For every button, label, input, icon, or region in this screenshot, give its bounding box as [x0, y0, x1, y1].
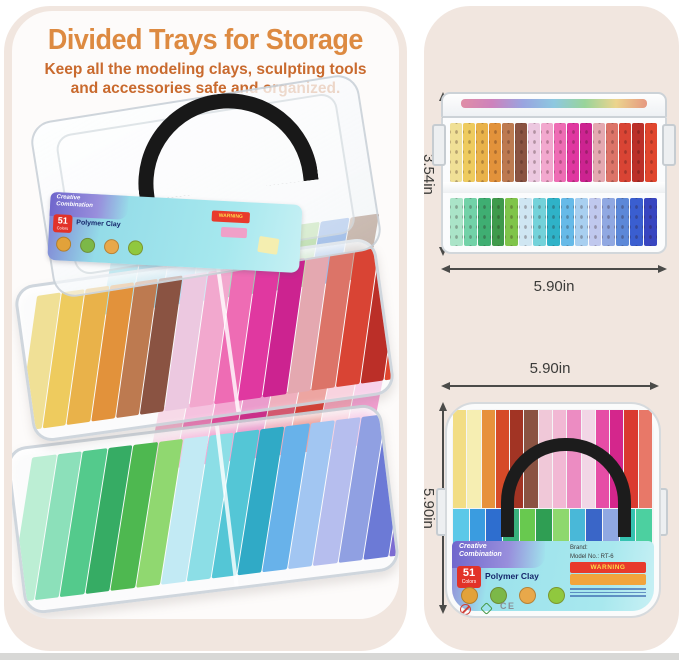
- clay-bar: [491, 198, 505, 246]
- prohibition-icon: [460, 604, 471, 615]
- clay-bar: [533, 198, 547, 246]
- color-count-badge: 51 Colors: [52, 214, 73, 234]
- side-width-label: 5.90in: [533, 278, 575, 295]
- main-photo-card: Divided Trays for Storage Keep all the m…: [12, 11, 399, 619]
- top-view-box: Creative Combination 51 Colors Polymer C…: [445, 402, 661, 618]
- color-chip-yellow: [257, 235, 280, 255]
- fine-print-lines: [570, 588, 646, 599]
- brand-wedge: Creative Combination: [452, 541, 545, 568]
- clay-bar: [560, 198, 574, 246]
- clay-bar: [489, 123, 501, 182]
- clay-bar: [580, 123, 592, 182]
- dimension-arrow-horizontal: [441, 264, 667, 274]
- clay-bar: [519, 198, 533, 246]
- clay-bar: [632, 123, 644, 182]
- color-chip-pink: [220, 226, 248, 239]
- warning-badge: WARNING: [211, 210, 251, 224]
- top-height-label: 5.90in: [420, 487, 437, 529]
- crocodile-icon: [490, 587, 507, 604]
- clay-bar: [616, 198, 630, 246]
- clay-bar: [645, 123, 657, 182]
- crocodile-icon: [79, 237, 96, 254]
- clay-bar: [644, 198, 657, 246]
- tray-rim: [441, 182, 667, 193]
- color-count-unit: Colors: [461, 579, 477, 585]
- brand-field: Brand:: [570, 545, 588, 551]
- top-width-dimension: 5.90in: [441, 360, 659, 391]
- clay-bar: [450, 198, 463, 246]
- color-count: 51: [462, 567, 476, 579]
- animal-cartoons: [55, 236, 144, 256]
- clay-bar: [619, 123, 631, 182]
- clay-bar: [528, 123, 540, 182]
- clay-bar: [588, 198, 602, 246]
- latch-right: [662, 124, 676, 166]
- clay-bar: [515, 123, 527, 182]
- bottom-edge-strip: [0, 653, 679, 660]
- clay-bar: [469, 509, 486, 545]
- clay-bar: [477, 198, 491, 246]
- clay-bar: [602, 198, 616, 246]
- label-through-lid: [461, 99, 647, 108]
- clay-bar: [481, 410, 495, 508]
- page-title: Divided Trays for Storage: [47, 24, 364, 56]
- clay-bar: [630, 198, 644, 246]
- lid-product-label: Creative Combination 51 Colors Polymer C…: [47, 191, 303, 273]
- clay-bar: [541, 123, 553, 182]
- color-count-unit: Colors: [56, 225, 69, 231]
- clay-row-cool: [450, 198, 658, 246]
- clay-bar: [450, 123, 462, 182]
- animal-cartoons: [461, 587, 565, 604]
- left-panel: Divided Trays for Storage Keep all the m…: [4, 6, 407, 651]
- lion-icon: [103, 238, 120, 255]
- clay-bar: [574, 198, 588, 246]
- clay-bar: [453, 410, 467, 508]
- clay-bar: [593, 123, 605, 182]
- warning-badge: WARNING: [570, 562, 646, 573]
- main-product-photo: Creative Combination 51 Colors Polymer C…: [12, 72, 399, 619]
- side-view-box: [432, 92, 676, 256]
- brand-line1: Creative: [459, 543, 487, 550]
- clay-bar: [463, 123, 475, 182]
- right-panel: 3.54in 5.90in: [420, 6, 679, 651]
- duck-icon: [55, 236, 72, 253]
- clay-bar: [606, 123, 618, 182]
- product-label: Creative Combination 51 Colors Polymer C…: [452, 541, 654, 615]
- side-view-top-layer: [441, 118, 667, 182]
- clay-bar: [384, 241, 397, 381]
- product-name: Polymer Clay: [485, 571, 539, 581]
- warning-detail-box: [570, 574, 646, 585]
- side-view-bottom-layer: [441, 193, 667, 254]
- clay-bar: [567, 123, 579, 182]
- latch-left: [432, 124, 446, 166]
- width-dimension: 5.90in: [441, 264, 667, 296]
- clay-bar: [453, 509, 469, 545]
- lion-icon: [519, 587, 536, 604]
- ce-mark: CE: [500, 601, 516, 611]
- model-field: Model No.: RT-6: [570, 554, 614, 560]
- clay-bar: [476, 123, 488, 182]
- clay-bar: [554, 123, 566, 182]
- dinosaur-icon: [127, 240, 144, 256]
- clay-bar: [463, 198, 477, 246]
- clay-row-warm: [450, 123, 658, 182]
- color-count-badge: 51 Colors: [457, 566, 481, 588]
- product-name: Polymer Clay: [76, 219, 121, 229]
- dinosaur-icon: [548, 587, 565, 604]
- brand-line2: Combination: [459, 551, 502, 559]
- brand-model-info: Brand: Model No.: RT-6: [570, 544, 614, 562]
- clay-bar: [486, 509, 503, 545]
- top-width-label: 5.90in: [529, 360, 571, 377]
- clay-bar: [638, 410, 652, 508]
- clay-bar: [502, 123, 514, 182]
- clay-bar: [636, 509, 653, 545]
- duck-icon: [461, 587, 478, 604]
- clay-bar: [547, 198, 560, 246]
- side-view-lid: [441, 92, 667, 118]
- clay-bar: [467, 410, 481, 508]
- dimension-arrow-horizontal: [441, 381, 659, 391]
- clay-bar: [505, 198, 519, 246]
- recycle-icon: [480, 602, 493, 615]
